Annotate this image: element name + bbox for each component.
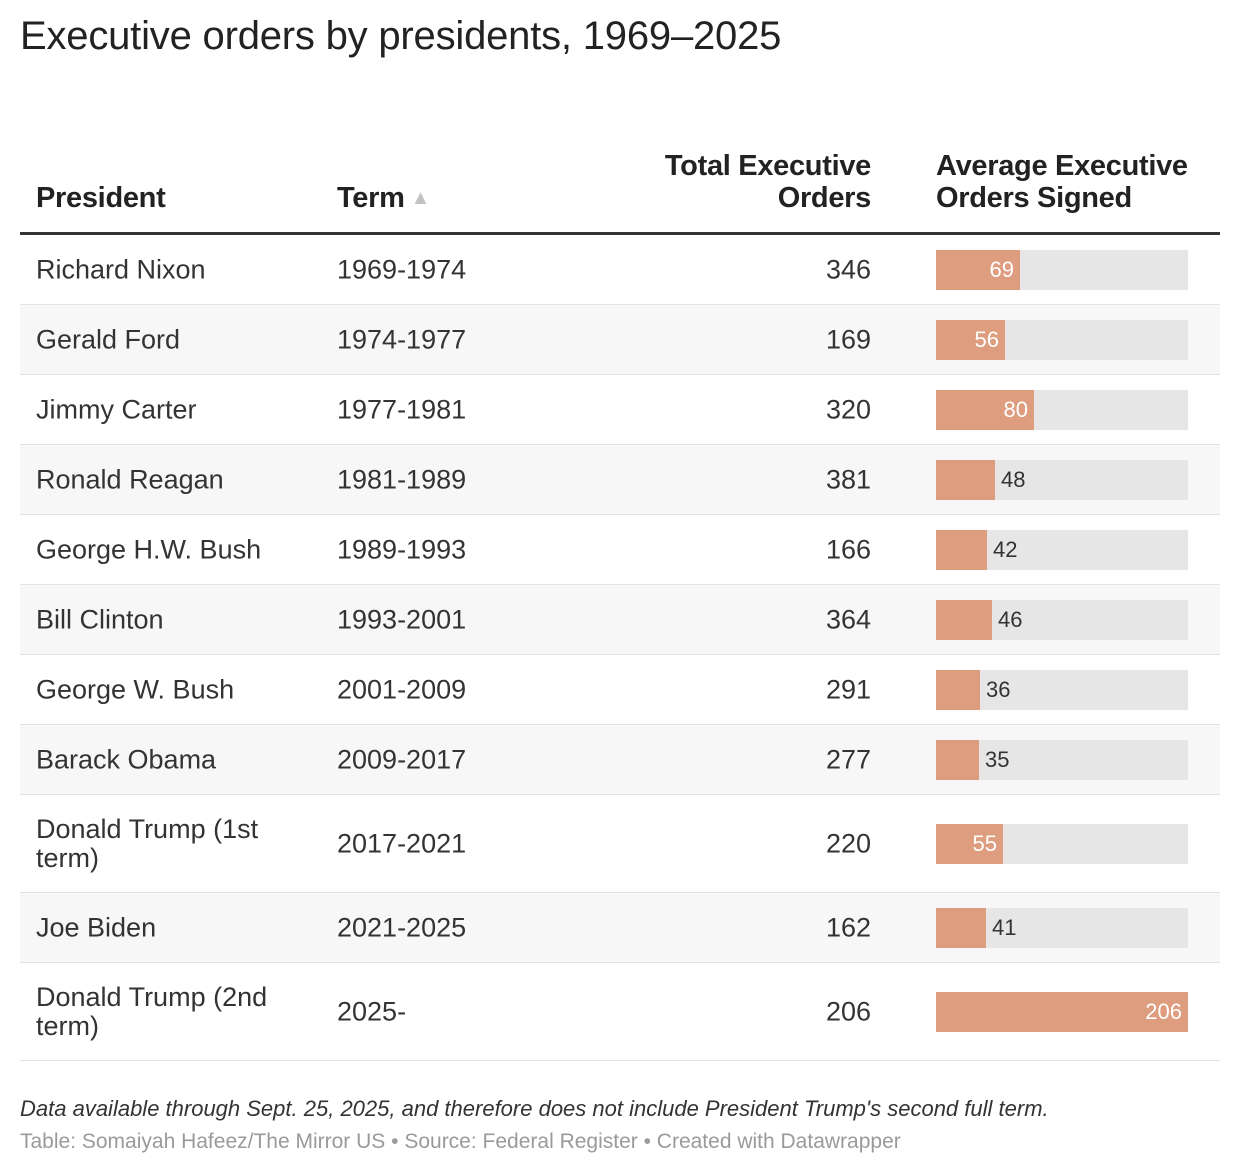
table-row: George H.W. Bush 1989-1993 166 42 (20, 515, 1220, 585)
header-total-orders[interactable]: Total Executive Orders (664, 150, 871, 214)
average-bar-track: 36 (936, 669, 1188, 710)
average-bar-track: 35 (936, 739, 1188, 780)
term-value: 2001-2009 (337, 674, 467, 704)
table-header: President Term ▲ Total Executive Orders A… (20, 110, 1220, 235)
total-orders-value: 166 (825, 534, 871, 564)
table-row: Ronald Reagan 1981-1989 381 48 (20, 445, 1220, 515)
table-row: Donald Trump (2nd term) 2025- 206 206 (20, 963, 1220, 1061)
credits: Table: Somaiyah Hafeez/The Mirror US • S… (20, 1130, 901, 1153)
average-bar-label: 206 (1145, 998, 1182, 1024)
header-term-label: Term (337, 182, 405, 214)
average-bar-track: 69 (936, 249, 1188, 290)
total-orders-value: 346 (825, 254, 871, 284)
orders-table: President Term ▲ Total Executive Orders A… (20, 110, 1220, 1061)
president-name: Donald Trump (2nd term) (36, 981, 268, 1041)
average-bar-track: 48 (936, 459, 1188, 500)
average-bar-track: 80 (936, 389, 1188, 430)
average-bar (936, 823, 1003, 864)
average-bar-label: 42 (993, 536, 1018, 562)
total-orders-value: 381 (825, 464, 871, 494)
average-bar-label: 69 (989, 256, 1014, 282)
average-bar-label: 36 (986, 676, 1011, 702)
total-orders-value: 277 (825, 744, 871, 774)
header-average-orders[interactable]: Average Executive Orders Signed (936, 150, 1188, 214)
average-bar-label: 46 (998, 606, 1023, 632)
term-value: 2017-2021 (337, 828, 467, 858)
term-value: 1969-1974 (337, 254, 467, 284)
total-orders-value: 364 (825, 604, 871, 634)
term-value: 2009-2017 (337, 744, 467, 774)
table-row: Gerald Ford 1974-1977 169 56 (20, 305, 1220, 375)
chart-title: Executive orders by presidents, 1969–202… (20, 14, 782, 58)
term-value: 1981-1989 (337, 464, 467, 494)
average-bar-track: 206 (936, 991, 1188, 1032)
total-orders-value: 169 (825, 324, 871, 354)
average-bar-track: 42 (936, 529, 1188, 570)
average-bar-label: 55 (972, 830, 997, 856)
term-value: 1993-2001 (337, 604, 467, 634)
average-bar (936, 389, 1034, 430)
president-name: George H.W. Bush (36, 534, 262, 564)
term-value: 1989-1993 (337, 534, 467, 564)
table-row: Richard Nixon 1969-1974 346 69 (20, 235, 1220, 305)
term-value: 1974-1977 (337, 324, 467, 354)
term-value: 2021-2025 (337, 912, 467, 942)
average-bar-label: 41 (992, 914, 1017, 940)
total-orders-value: 206 (825, 996, 871, 1026)
header-president[interactable]: President (36, 182, 166, 214)
footnote: Data available through Sept. 25, 2025, a… (20, 1096, 1049, 1121)
average-bar-track: 55 (936, 823, 1188, 864)
term-value: 1977-1981 (337, 394, 467, 424)
average-bar-label: 80 (1003, 396, 1028, 422)
president-name: Donald Trump (1st term) (36, 813, 259, 873)
president-name: Gerald Ford (36, 324, 181, 354)
average-bar (936, 459, 995, 500)
table-row: Joe Biden 2021-2025 162 41 (20, 893, 1220, 963)
president-name: Barack Obama (36, 744, 217, 774)
average-bar-label: 35 (985, 746, 1010, 772)
average-bar-label: 56 (974, 326, 999, 352)
table-row: Donald Trump (1st term) 2017-2021 220 55 (20, 795, 1220, 893)
header-term[interactable]: Term ▲ (337, 182, 430, 214)
average-bar (936, 599, 992, 640)
average-bar (936, 669, 980, 710)
average-bar-track: 46 (936, 599, 1188, 640)
table-row: Barack Obama 2009-2017 277 35 (20, 725, 1220, 795)
president-name: George W. Bush (36, 674, 235, 704)
average-bar (936, 319, 1005, 360)
president-name: Jimmy Carter (36, 394, 197, 424)
table-row: Jimmy Carter 1977-1981 320 80 (20, 375, 1220, 445)
total-orders-value: 291 (825, 674, 871, 704)
table-row: George W. Bush 2001-2009 291 36 (20, 655, 1220, 725)
average-bar-track: 56 (936, 319, 1188, 360)
total-orders-value: 320 (825, 394, 871, 424)
president-name: Ronald Reagan (36, 464, 224, 494)
average-bar-track: 41 (936, 907, 1188, 948)
average-bar (936, 991, 1188, 1032)
average-bar (936, 739, 979, 780)
average-bar (936, 529, 987, 570)
president-name: Richard Nixon (36, 254, 206, 284)
sort-ascending-icon: ▲ (410, 187, 431, 209)
term-value: 2025- (337, 996, 407, 1026)
president-name: Joe Biden (36, 912, 157, 942)
average-bar-label: 48 (1001, 466, 1026, 492)
total-orders-value: 220 (825, 828, 871, 858)
total-orders-value: 162 (825, 912, 871, 942)
table-row: Bill Clinton 1993-2001 364 46 (20, 585, 1220, 655)
president-name: Bill Clinton (36, 604, 164, 634)
average-bar (936, 907, 986, 948)
average-bar (936, 249, 1020, 290)
table-body: Richard Nixon 1969-1974 346 69 Gerald Ford 19… (20, 235, 1220, 1061)
